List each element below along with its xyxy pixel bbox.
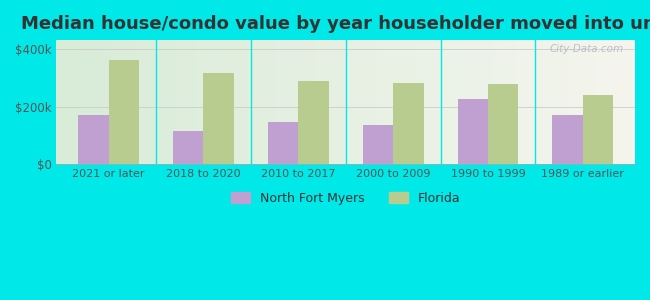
- Bar: [583, 95, 613, 164]
- Legend: North Fort Myers, Florida: North Fort Myers, Florida: [226, 187, 465, 210]
- Bar: [298, 80, 329, 164]
- Bar: [488, 84, 518, 164]
- Bar: [268, 122, 298, 164]
- Bar: [173, 131, 203, 164]
- Text: City-Data.com: City-Data.com: [549, 44, 623, 54]
- Bar: [78, 115, 109, 164]
- Bar: [393, 83, 424, 164]
- Title: Median house/condo value by year householder moved into unit: Median house/condo value by year househo…: [21, 15, 650, 33]
- Bar: [109, 60, 139, 164]
- Bar: [552, 115, 583, 164]
- Bar: [203, 73, 234, 164]
- Bar: [363, 125, 393, 164]
- Bar: [458, 99, 488, 164]
